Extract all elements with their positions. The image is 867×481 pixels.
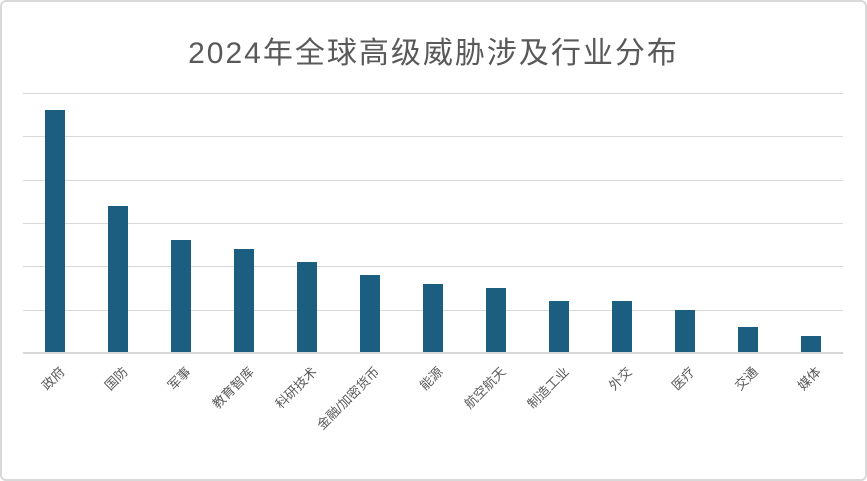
gridline xyxy=(23,223,843,224)
chart-title: 2024年全球高级威胁涉及行业分布 xyxy=(188,37,679,70)
bar xyxy=(801,335,822,353)
x-axis-line xyxy=(23,352,843,354)
bar xyxy=(44,110,65,353)
bar xyxy=(107,205,128,353)
x-axis-label: 媒体 xyxy=(795,364,825,394)
x-axis-label: 外交 xyxy=(605,364,635,394)
bar xyxy=(233,249,254,353)
x-axis-label: 军事 xyxy=(164,364,194,394)
gridline xyxy=(23,266,843,268)
x-axis-label: 制造工业 xyxy=(524,364,572,412)
bar xyxy=(423,283,443,353)
bar xyxy=(738,327,759,353)
bar xyxy=(296,262,317,353)
x-axis-label: 科研技术 xyxy=(272,364,320,412)
plot-area: 政府 国防 军事 教育智库 科研技术 金融/加密货币 能源 航空航天 制造工业 外交 医疗 交通 媒体 xyxy=(23,93,843,432)
gridline xyxy=(23,179,843,181)
x-axis-label: 政府 xyxy=(38,364,68,394)
bar xyxy=(612,301,633,353)
bar xyxy=(675,309,696,353)
bar xyxy=(549,301,570,353)
bar xyxy=(170,240,191,353)
x-axis-label: 能源 xyxy=(416,364,446,394)
x-axis-label: 教育智库 xyxy=(209,364,257,412)
x-axis-label: 国防 xyxy=(101,364,131,394)
x-axis-label: 交通 xyxy=(732,364,762,394)
bar xyxy=(486,288,507,353)
gridline xyxy=(23,93,843,94)
bar xyxy=(359,275,380,353)
x-axis-label: 医疗 xyxy=(669,364,699,394)
gridline xyxy=(23,136,843,138)
x-axis-label: 航空航天 xyxy=(461,364,509,412)
x-axis-label: 金融/加密货币 xyxy=(314,364,383,433)
